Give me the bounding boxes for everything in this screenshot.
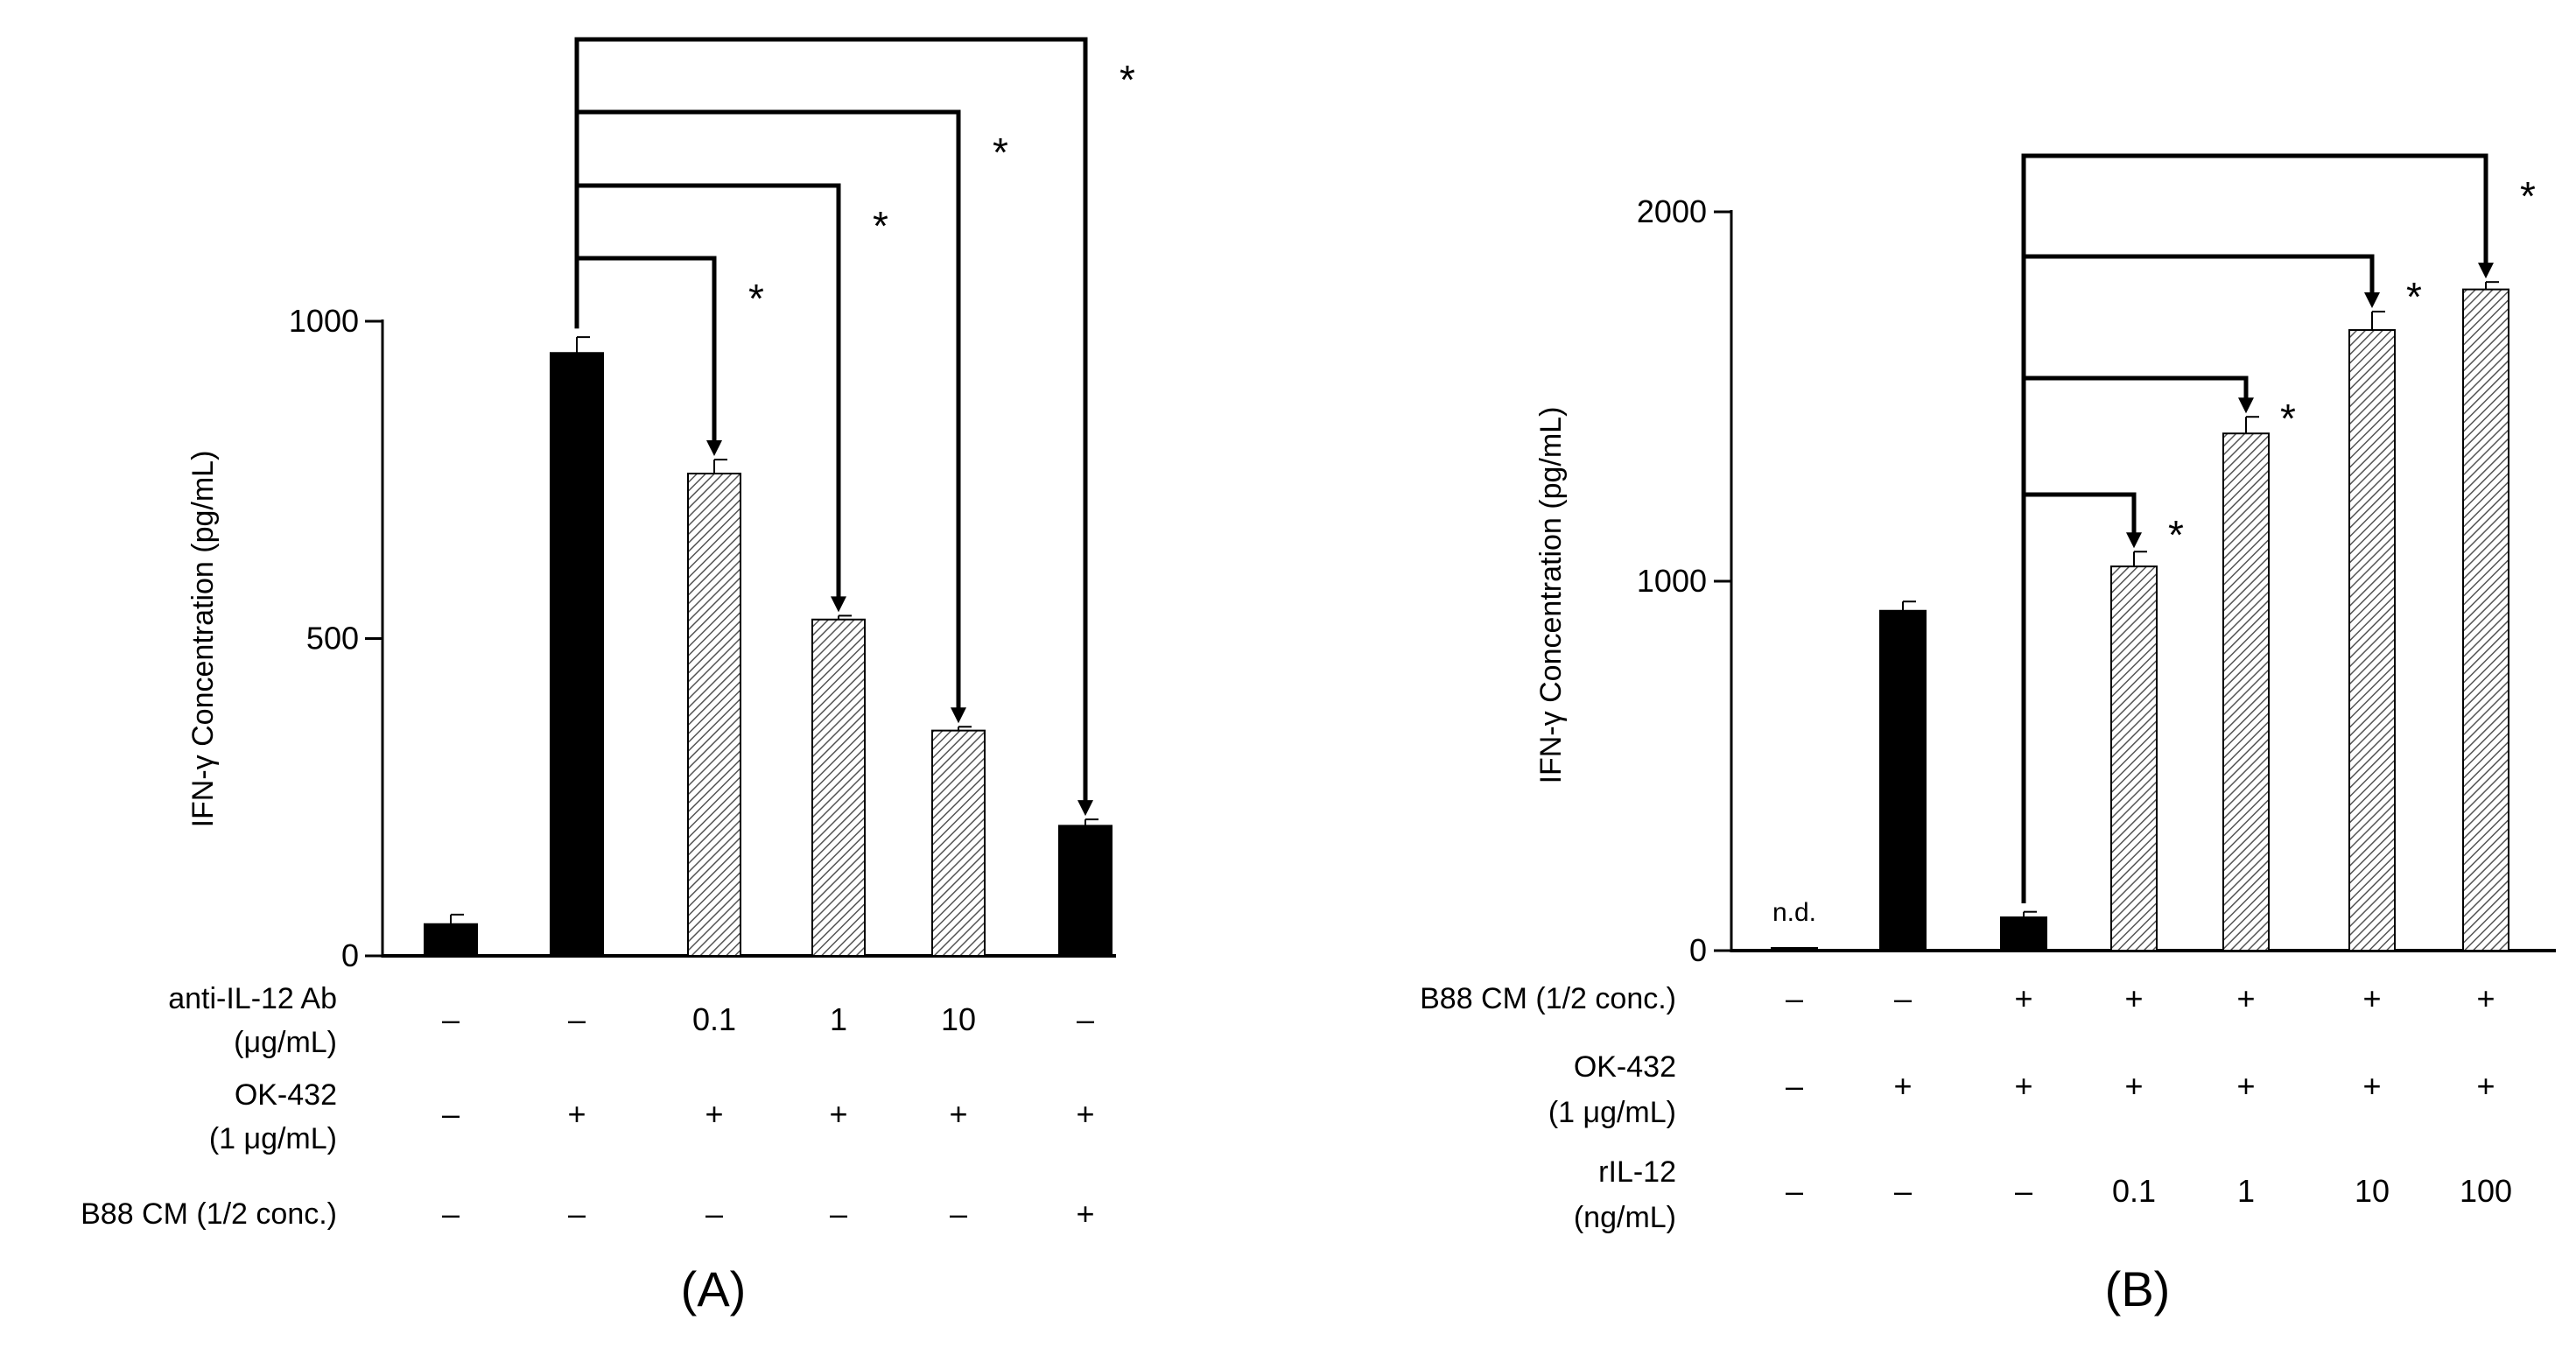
panel-a-condition-label: anti-IL-12 Ab bbox=[168, 982, 337, 1015]
panel-a: 0 500 1000 IFN-γ Concentration (pg/mL) * * * * a… bbox=[81, 37, 1135, 1316]
panel-a-bracket-arrowhead bbox=[706, 440, 722, 457]
panel-a-label: (A) bbox=[681, 1261, 747, 1316]
panel-b-condition-value: + bbox=[2236, 1068, 2255, 1104]
panel-a-condition-value: + bbox=[1076, 1196, 1094, 1232]
panel-b-condition-value: – bbox=[1786, 1173, 1803, 1209]
panel-b-bar bbox=[2222, 432, 2270, 951]
panel-b-condition-label: B88 CM (1/2 conc.) bbox=[1420, 982, 1676, 1015]
panel-b-bar bbox=[2462, 288, 2509, 951]
panel-b-condition-value: 10 bbox=[2355, 1173, 2390, 1209]
panel-b-condition-value: – bbox=[2015, 1173, 2032, 1209]
panel-a-y-tick-label: 0 bbox=[341, 937, 359, 973]
panel-b-condition-value: 0.1 bbox=[2112, 1173, 2156, 1209]
panel-a-condition-value: + bbox=[1076, 1096, 1094, 1132]
panel-b-bracket bbox=[2021, 153, 2488, 903]
panel-b-condition-value: + bbox=[2476, 980, 2495, 1016]
panel-a-condition-label: (1 μg/mL) bbox=[209, 1122, 337, 1155]
panel-b-condition-value: – bbox=[1894, 980, 1912, 1016]
panel-b-condition-label: (ng/mL) bbox=[1574, 1201, 1676, 1234]
panel-b-bracket-arrowhead bbox=[2478, 263, 2494, 279]
panel-a-bar bbox=[811, 618, 866, 957]
panel-a-y-axis-title: IFN-γ Concentration (pg/mL) bbox=[186, 451, 220, 828]
panel-b-y-tick-label: 2000 bbox=[1637, 193, 1707, 229]
panel-b-bar bbox=[2110, 565, 2158, 951]
panel-b-y-tick-label: 1000 bbox=[1637, 563, 1707, 599]
panel-a-significance-mark: * bbox=[993, 130, 1008, 175]
panel-a-bracket bbox=[574, 109, 961, 717]
panel-a-condition-value: 10 bbox=[941, 1001, 976, 1037]
panel-a-condition-value: 0.1 bbox=[692, 1001, 736, 1037]
panel-a-condition-value: + bbox=[705, 1096, 723, 1132]
panel-b-condition-label: (1 μg/mL) bbox=[1548, 1096, 1676, 1129]
panel-a-significance-mark: * bbox=[1120, 57, 1135, 102]
panel-a-bracket bbox=[574, 37, 1088, 810]
panel-a-condition-value: – bbox=[568, 1196, 586, 1232]
panel-a-condition-value: + bbox=[829, 1096, 847, 1132]
panel-a-bar bbox=[424, 923, 478, 957]
panel-b-bracket-arrowhead bbox=[2126, 532, 2142, 549]
panel-b-bar-note: n.d. bbox=[1772, 898, 1816, 927]
panel-b-label: (B) bbox=[2105, 1261, 2171, 1316]
panel-b-bar bbox=[2000, 916, 2047, 952]
panel-b-condition-value: 100 bbox=[2460, 1173, 2512, 1209]
panel-b-bracket-arrowhead bbox=[2238, 397, 2254, 414]
panel-a-condition-label: (μg/mL) bbox=[234, 1026, 337, 1059]
panel-a-y-tick-label: 500 bbox=[306, 621, 359, 656]
panel-b-condition-value: + bbox=[2014, 980, 2032, 1016]
panel-b-significance-mark: * bbox=[2280, 396, 2296, 441]
panel-b-condition-value: + bbox=[1893, 1068, 1912, 1104]
panel-b-condition-value: + bbox=[2476, 1068, 2495, 1104]
panel-a-bar bbox=[687, 473, 741, 957]
panel-a-condition-value: + bbox=[567, 1096, 586, 1132]
panel-b-condition-value: + bbox=[2362, 1068, 2381, 1104]
panel-b-y-tick-label: 0 bbox=[1689, 932, 1707, 968]
panel-b-bar bbox=[1879, 609, 1927, 951]
panel-b-significance-mark: * bbox=[2520, 173, 2536, 219]
panel-b-condition-value: + bbox=[2236, 980, 2255, 1016]
panel-a-bracket-arrowhead bbox=[1077, 800, 1093, 817]
panel-b-condition-value: + bbox=[2014, 1068, 2032, 1104]
panel-a-condition-label: OK-432 bbox=[235, 1078, 337, 1112]
panel-b: 0 1000 2000 IFN-γ Concentration (pg/mL) n.d.… bbox=[1420, 153, 2556, 1316]
panel-a-condition-value: – bbox=[442, 1196, 460, 1232]
panel-b-condition-value: + bbox=[2362, 980, 2381, 1016]
panel-a-significance-mark: * bbox=[873, 203, 888, 249]
panel-a-bar bbox=[931, 729, 986, 957]
panel-a-condition-value: – bbox=[442, 1096, 460, 1132]
panel-a-condition-value: + bbox=[949, 1096, 967, 1132]
panel-a-bracket-arrowhead bbox=[831, 596, 846, 613]
panel-a-condition-label: B88 CM (1/2 conc.) bbox=[81, 1197, 337, 1231]
panel-a-significance-mark: * bbox=[748, 276, 764, 321]
panel-a-bar bbox=[550, 352, 604, 957]
panel-a-condition-value: – bbox=[705, 1196, 723, 1232]
panel-b-significance-mark: * bbox=[2168, 512, 2184, 558]
panel-b-significance-mark: * bbox=[2406, 274, 2422, 319]
panel-b-bar bbox=[1771, 947, 1818, 951]
panel-b-condition-value: + bbox=[2124, 1068, 2143, 1104]
panel-b-y-axis-title: IFN-γ Concentration (pg/mL) bbox=[1534, 407, 1568, 784]
panel-b-condition-value: – bbox=[1786, 1068, 1803, 1104]
panel-a-bracket-arrowhead bbox=[951, 707, 966, 724]
panel-b-condition-label: OK-432 bbox=[1574, 1050, 1676, 1084]
panel-b-condition-value: – bbox=[1786, 980, 1803, 1016]
panel-b-bar bbox=[2348, 329, 2396, 952]
panel-a-condition-value: – bbox=[830, 1196, 847, 1232]
panel-a-condition-value: – bbox=[950, 1196, 967, 1232]
panel-a-condition-value: – bbox=[568, 1001, 586, 1037]
panel-a-y-tick-label: 1000 bbox=[289, 303, 359, 339]
panel-b-condition-label: rIL-12 bbox=[1598, 1155, 1676, 1189]
panel-a-condition-value: – bbox=[442, 1001, 460, 1037]
panel-b-condition-value: 1 bbox=[2237, 1173, 2255, 1209]
panel-a-bar bbox=[1058, 825, 1113, 957]
panel-b-condition-value: – bbox=[1894, 1173, 1912, 1209]
panel-a-condition-value: 1 bbox=[830, 1001, 847, 1037]
panel-a-condition-value: – bbox=[1077, 1001, 1094, 1037]
panel-b-condition-value: + bbox=[2124, 980, 2143, 1016]
panel-b-bracket-arrowhead bbox=[2364, 291, 2380, 308]
panel-b-bracket bbox=[2021, 254, 2375, 903]
